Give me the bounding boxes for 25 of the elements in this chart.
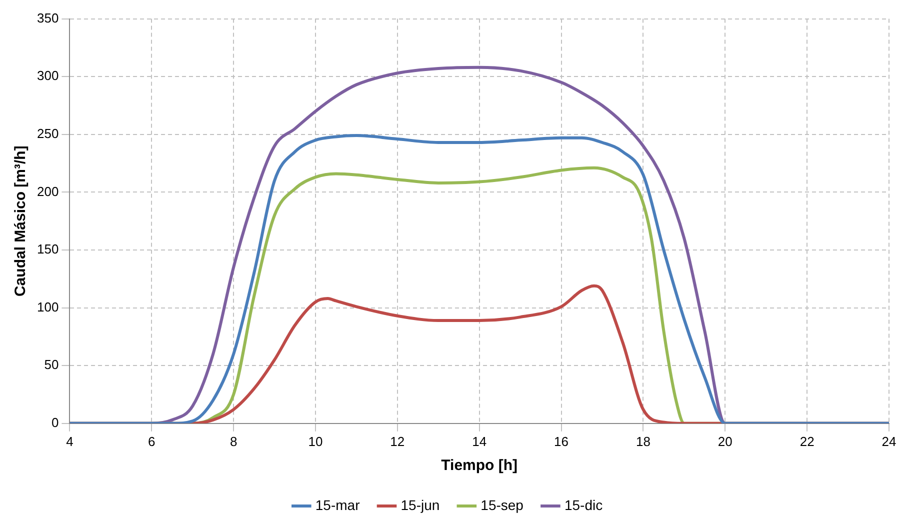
x-tick-label: 18 bbox=[636, 434, 650, 449]
y-tick-label: 100 bbox=[36, 299, 59, 314]
x-tick-label: 12 bbox=[390, 434, 405, 449]
x-tick-label: 4 bbox=[66, 434, 74, 449]
y-tick-label: 50 bbox=[44, 357, 59, 372]
x-tick-label: 6 bbox=[148, 434, 156, 449]
y-tick-label: 300 bbox=[36, 68, 59, 84]
x-tick-label: 8 bbox=[230, 434, 238, 449]
y-tick-label: 150 bbox=[36, 242, 59, 257]
legend-label: 15-jun bbox=[400, 496, 440, 513]
x-tick-label: 22 bbox=[800, 434, 814, 449]
y-tick-label: 350 bbox=[36, 10, 59, 26]
y-axis-title: Caudal Másico [m³/h] bbox=[12, 146, 30, 297]
y-tick-label: 0 bbox=[51, 414, 59, 430]
y-tick-label: 250 bbox=[36, 126, 59, 141]
x-tick-label: 16 bbox=[554, 434, 569, 449]
x-tick-label: 20 bbox=[718, 434, 732, 449]
y-tick-label: 200 bbox=[36, 184, 59, 199]
legend-label: 15-sep bbox=[480, 496, 524, 513]
x-tick-label: 24 bbox=[882, 434, 896, 449]
legend-label: 15-dic bbox=[564, 496, 603, 513]
x-tick-label: 10 bbox=[308, 434, 323, 449]
x-tick-label: 14 bbox=[472, 434, 487, 449]
legend-label: 15-mar bbox=[315, 496, 360, 513]
x-axis-title: Tiempo [h] bbox=[441, 457, 518, 474]
